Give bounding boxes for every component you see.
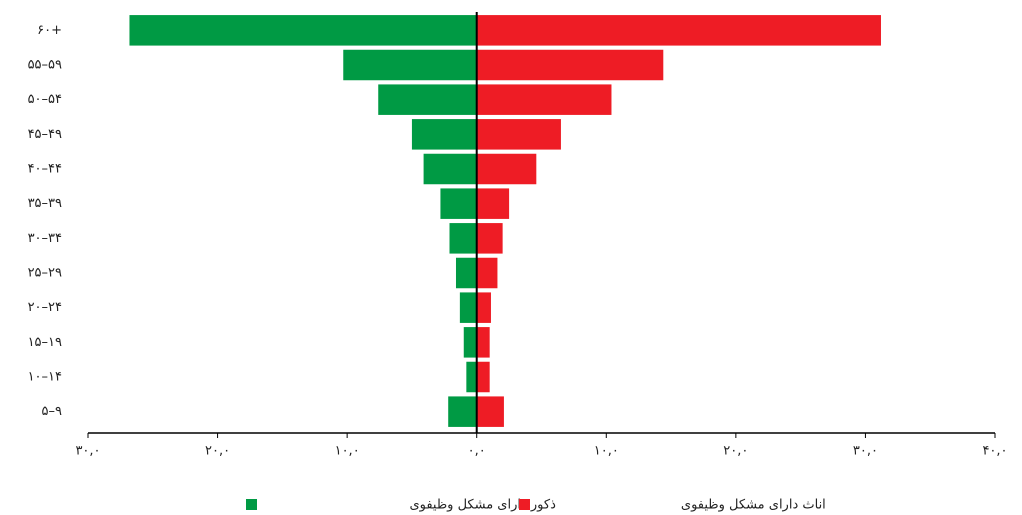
y-tick-label: ۳۵–۳۹: [28, 196, 62, 211]
bar: [476, 396, 504, 427]
bar: [476, 361, 490, 393]
y-tick-label: ۳۰–۳۴: [28, 231, 62, 246]
bar: [476, 49, 664, 81]
bar: [423, 153, 477, 185]
y-tick-label: ۱۰–۱۴: [28, 370, 62, 385]
x-tick-label: ۲۰,۰: [723, 444, 748, 459]
bar: [476, 223, 503, 254]
bar: [476, 327, 490, 358]
bar: [476, 119, 561, 150]
y-tick-label: ۴۰–۴۴: [28, 162, 62, 177]
bar: [411, 119, 477, 150]
bar: [476, 153, 537, 185]
bar: [476, 15, 881, 46]
x-tick-label: ۱۰,۰: [594, 444, 619, 459]
bar: [455, 257, 477, 289]
x-tick-label: ۴۰,۰: [982, 444, 1007, 459]
y-tick-label: ۲۵–۲۹: [28, 266, 62, 281]
x-tick-label: ۰,۰: [468, 444, 486, 459]
bar: [343, 49, 477, 81]
bar: [378, 84, 477, 115]
x-tick-label: ۲۰,۰: [205, 444, 230, 459]
legend-swatch: [246, 499, 257, 510]
x-tick-label: ۳۰,۰: [853, 444, 878, 459]
legend-swatch: [519, 499, 530, 510]
bar: [476, 84, 612, 115]
bar: [440, 188, 477, 219]
x-tick-label: ۱۰,۰: [335, 444, 360, 459]
y-tick-label: ۵۰–۵۴: [28, 92, 62, 107]
bar: [449, 223, 477, 254]
y-tick-label: ۴۵–۴۹: [28, 127, 62, 142]
bar: [476, 292, 491, 323]
y-tick-label: ۱۵–۱۹: [28, 335, 62, 350]
legend-label: ذکور دارای مشکل وظیفوی: [409, 498, 556, 513]
y-tick-label: ۶۰+: [37, 23, 62, 38]
x-tick-label: ۳۰,۰: [75, 444, 100, 459]
bar: [129, 15, 477, 46]
bar: [459, 292, 477, 323]
bar: [476, 257, 498, 289]
y-tick-label: ۵۵–۵۹: [28, 58, 62, 73]
bar: [476, 188, 510, 219]
y-tick-label: ۲۰–۲۴: [28, 300, 62, 315]
bar: [466, 361, 477, 393]
legend-label: اناث دارای مشکل وظیفوی: [681, 498, 826, 513]
bar: [448, 396, 477, 427]
bar: [463, 327, 477, 358]
y-tick-label: ۵–۹: [42, 404, 62, 419]
